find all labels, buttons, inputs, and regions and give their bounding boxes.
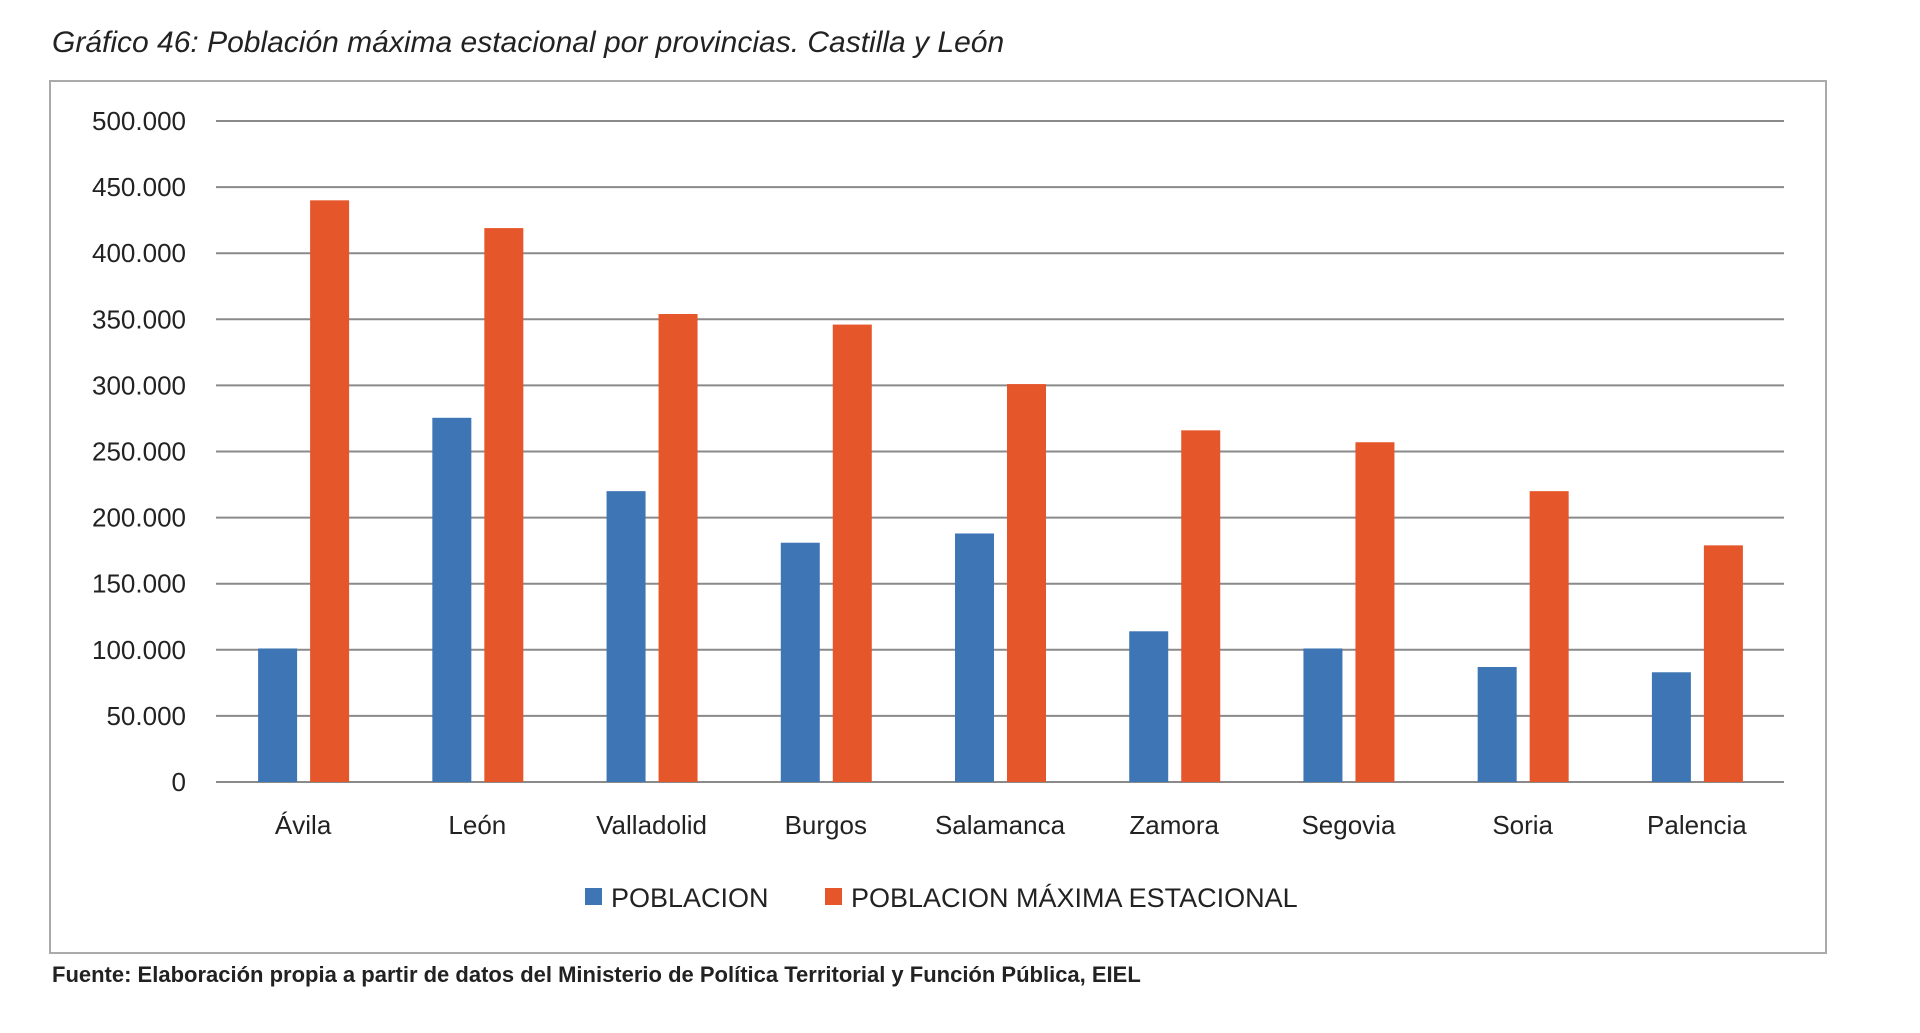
bar-maxima-3 [832,324,872,782]
legend-label: POBLACION MÁXIMA ESTACIONAL [851,883,1298,913]
bar-maxima-5 [1181,430,1221,782]
x-tick-label: Salamanca [935,810,1066,840]
bar-poblacion-1 [432,417,472,782]
y-tick-label: 0 [172,767,186,797]
legend-swatch [585,888,602,905]
bar-maxima-1 [484,228,524,782]
x-tick-label: Palencia [1647,810,1747,840]
x-tick-label: Segovia [1301,810,1395,840]
bar-poblacion-3 [780,542,820,782]
legend-swatch [825,888,842,905]
bar-poblacion-7 [1477,666,1517,782]
bar-poblacion-4 [955,533,994,782]
y-tick-label: 150.000 [92,569,186,599]
y-tick-label: 500.000 [92,106,186,136]
bar-maxima-2 [658,314,698,782]
bar-poblacion-8 [1651,672,1691,782]
chart-title: Gráfico 46: Población máxima estacional … [52,26,1005,59]
bar-poblacion-0 [258,648,298,782]
bar-maxima-4 [1007,384,1046,782]
bar-poblacion-2 [606,491,646,782]
y-tick-label: 100.000 [92,635,186,665]
bar-poblacion-5 [1129,631,1169,782]
bar-maxima-8 [1703,545,1743,782]
x-tick-label: Zamora [1129,810,1219,840]
bar-poblacion-6 [1303,648,1343,782]
x-tick-label: Valladolid [596,810,707,840]
bar-maxima-6 [1355,442,1395,782]
x-tick-label: Soria [1492,810,1553,840]
y-tick-label: 250.000 [92,437,186,467]
x-tick-label: Ávila [275,810,332,840]
y-tick-label: 450.000 [92,172,186,202]
source-note: Fuente: Elaboración propia a partir de d… [52,962,1141,987]
bar-maxima-7 [1529,491,1569,782]
bar-maxima-0 [310,200,350,782]
y-tick-label: 400.000 [92,238,186,268]
legend-label: POBLACION [611,883,769,913]
x-tick-label: León [448,810,506,840]
x-tick-label: Burgos [785,810,867,840]
chart-frame [49,80,1827,954]
y-tick-label: 350.000 [92,304,186,334]
y-tick-label: 50.000 [106,701,186,731]
y-tick-label: 300.000 [92,370,186,400]
y-tick-label: 200.000 [92,503,186,533]
